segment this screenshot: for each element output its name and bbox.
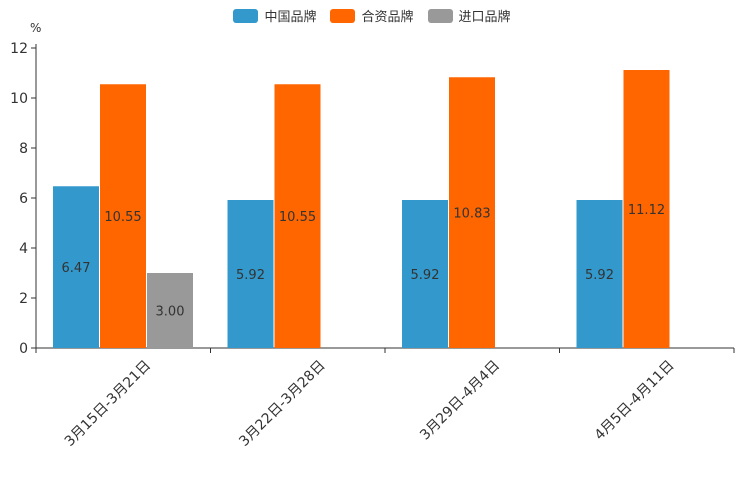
legend-swatch-joint-venture bbox=[330, 8, 356, 23]
y-tick-label: 6 bbox=[19, 191, 28, 207]
y-tick-label: 2 bbox=[19, 291, 28, 307]
legend-item-domestic[interactable]: 中国品牌 bbox=[233, 6, 316, 25]
bar-value-label: 5.92 bbox=[411, 268, 440, 283]
bar-domestic bbox=[402, 200, 448, 348]
y-tick-label: 4 bbox=[19, 241, 28, 257]
legend-swatch-domestic bbox=[233, 8, 259, 23]
bar-joint-venture bbox=[100, 84, 146, 348]
bar-value-label: 3.00 bbox=[156, 305, 185, 320]
bar-value-label: 10.55 bbox=[104, 210, 141, 225]
bar-value-label: 6.47 bbox=[62, 261, 91, 276]
legend-item-joint-venture[interactable]: 合资品牌 bbox=[330, 6, 414, 25]
legend-label-domestic: 中国品牌 bbox=[264, 10, 317, 25]
y-tick-label: 0 bbox=[19, 341, 28, 357]
bar-value-label: 10.55 bbox=[279, 210, 316, 225]
bar-domestic bbox=[53, 186, 99, 348]
bar-joint-venture bbox=[623, 70, 670, 348]
legend-label-joint-venture: 合资品牌 bbox=[361, 10, 414, 25]
bar-domestic bbox=[576, 200, 623, 348]
chart-legend: 中国品牌 合资品牌 进口品牌 bbox=[0, 6, 744, 25]
bar-joint-venture bbox=[449, 77, 495, 348]
legend-label-imported: 进口品牌 bbox=[458, 10, 511, 25]
x-tick-label: 4月5日-4月11日 bbox=[592, 358, 678, 444]
x-tick-label: 3月15日-3月21日 bbox=[62, 358, 154, 450]
bar-value-label: 10.83 bbox=[453, 207, 490, 222]
y-tick-label: 8 bbox=[19, 141, 28, 157]
bar-domestic bbox=[227, 200, 274, 348]
bar-value-label: 5.92 bbox=[585, 268, 614, 283]
y-tick-label: 10 bbox=[10, 91, 28, 107]
x-tick-label: 3月22日-3月28日 bbox=[236, 358, 328, 450]
y-tick-label: 12 bbox=[10, 41, 28, 57]
legend-swatch-imported bbox=[427, 8, 453, 23]
y-axis-unit: % bbox=[30, 21, 42, 35]
bar-value-label: 5.92 bbox=[236, 268, 265, 283]
bar-imported bbox=[147, 273, 193, 348]
legend-item-imported[interactable]: 进口品牌 bbox=[427, 6, 511, 25]
x-tick-label: 3月29日-4月4日 bbox=[417, 358, 503, 444]
bar-value-label: 11.12 bbox=[628, 203, 665, 218]
bar-joint-venture bbox=[274, 84, 321, 348]
